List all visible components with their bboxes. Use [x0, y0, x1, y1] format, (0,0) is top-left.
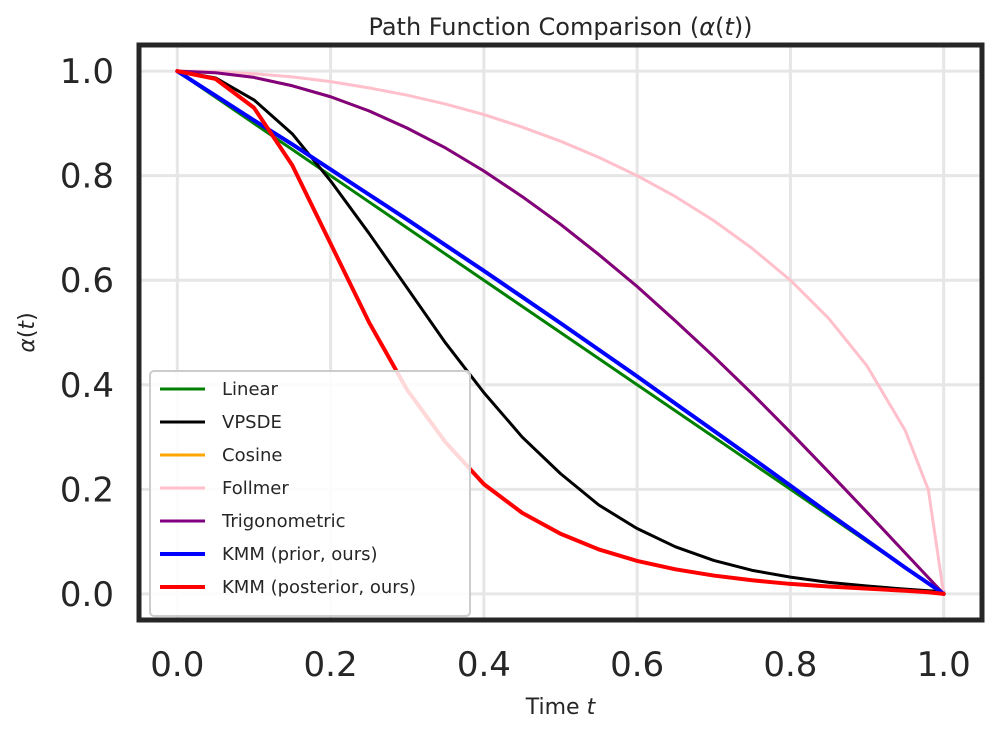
- x-tick-label-3: 0.6: [610, 645, 664, 685]
- x-tick-label-4: 0.8: [763, 645, 817, 685]
- legend-label-1: VPSDE: [222, 412, 282, 433]
- legend-label-3: Follmer: [222, 478, 289, 499]
- series-line-trigonometric: [175, 69, 946, 596]
- legend-label-4: Trigonometric: [221, 511, 346, 532]
- series-line-kmm-posterior-ours: [175, 69, 946, 596]
- plot-frame: [136, 42, 985, 623]
- tick-labels: 0.0 0.2 0.4 0.6 0.8 1.0 0.0 0.2 0.4 0.6 0.8 1.0: [60, 52, 971, 685]
- x-tick-label-2: 0.4: [457, 645, 511, 685]
- series-line-follmer: [175, 69, 946, 596]
- legend-label-2: Cosine: [222, 445, 282, 466]
- x-tick-label-5: 1.0: [917, 645, 971, 685]
- legend-label-5: KMM (prior, ours): [222, 544, 378, 565]
- chart-title: Path Function Comparison (α(t)): [368, 13, 752, 41]
- series-line-kmm-prior-ours: [175, 69, 946, 596]
- y-tick-label-0: 0.0: [60, 575, 114, 615]
- y-axis-label: α(t): [15, 312, 40, 352]
- legend: Linear VPSDE Cosine Follmer Trigonometric KMM…: [149, 370, 471, 617]
- series-lines: [175, 69, 946, 596]
- y-tick-label-2: 0.4: [60, 366, 114, 406]
- y-tick-label-3: 0.6: [60, 261, 114, 301]
- y-tick-label-4: 0.8: [60, 157, 114, 197]
- legend-label-6: KMM (posterior, ours): [222, 577, 416, 598]
- y-tick-label-1: 0.2: [60, 470, 114, 510]
- x-tick-label-0: 0.0: [150, 645, 204, 685]
- legend-box: [149, 370, 471, 617]
- x-tick-label-1: 0.2: [304, 645, 358, 685]
- legend-label-0: Linear: [222, 379, 279, 400]
- y-tick-label-5: 1.0: [60, 52, 114, 92]
- x-axis-label: Time t: [525, 695, 597, 720]
